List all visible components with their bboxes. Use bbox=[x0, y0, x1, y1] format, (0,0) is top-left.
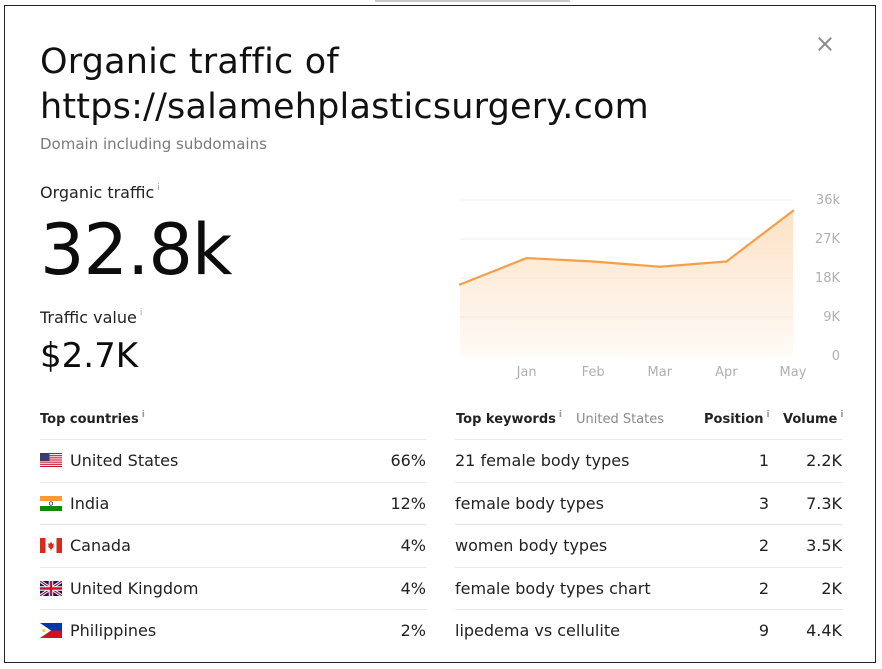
x-tick-label: May bbox=[780, 365, 807, 380]
top-keywords-label: Top keywords bbox=[456, 412, 556, 427]
keyword-text: female body types chart bbox=[455, 578, 651, 598]
organic-traffic-label: Organic traffic i bbox=[40, 183, 160, 202]
x-tick-label: Feb bbox=[582, 365, 605, 380]
top-bar-stub bbox=[375, 0, 570, 2]
us-flag-icon bbox=[40, 453, 62, 468]
ph-flag-icon bbox=[40, 623, 62, 638]
country-row[interactable]: United Kingdom 4% bbox=[40, 566, 426, 610]
y-tick-label: 0 bbox=[832, 349, 840, 364]
traffic-value-label-text: Traffic value bbox=[40, 308, 137, 327]
organic-traffic-label-text: Organic traffic bbox=[40, 183, 155, 202]
volume-column-label: Volume bbox=[783, 412, 838, 427]
page-subtitle: Domain including subdomains bbox=[40, 135, 267, 153]
volume-column-header[interactable]: Volume i bbox=[783, 410, 843, 430]
info-icon[interactable]: i bbox=[766, 410, 770, 420]
top-keywords-header: Top keywords i United States bbox=[456, 410, 664, 430]
traffic-point bbox=[592, 260, 595, 263]
info-icon[interactable]: i bbox=[157, 183, 160, 193]
keyword-volume: 2.2K bbox=[806, 451, 842, 470]
top-countries-header: Top countries i bbox=[40, 410, 145, 430]
title-line-1: Organic traffic of bbox=[40, 42, 339, 82]
gb-flag-icon bbox=[40, 580, 62, 596]
traffic-area-fill bbox=[460, 210, 793, 356]
country-name: Canada bbox=[70, 536, 131, 555]
organic-traffic-value: 32.8k bbox=[40, 209, 232, 291]
keyword-volume: 4.4K bbox=[806, 621, 842, 640]
traffic-value-label: Traffic value i bbox=[40, 308, 142, 327]
traffic-point bbox=[791, 209, 795, 213]
keyword-position: 1 bbox=[758, 451, 769, 470]
keyword-row[interactable]: female body types chart 2 2K bbox=[455, 566, 842, 610]
keyword-volume: 2K bbox=[821, 578, 842, 598]
keyword-volume: 3.5K bbox=[806, 536, 842, 555]
x-tick-label: Mar bbox=[648, 365, 673, 380]
keyword-row[interactable]: women body types 2 3.5K bbox=[455, 524, 842, 567]
y-tick-label: 9K bbox=[823, 310, 840, 325]
traffic-area-chart: 36k 27K 18K 9K 0 Jan Feb Mar Apr May bbox=[458, 193, 841, 380]
info-icon[interactable]: i bbox=[840, 410, 844, 420]
country-row[interactable]: Philippines 2% bbox=[40, 609, 426, 652]
keyword-position: 2 bbox=[758, 536, 769, 555]
traffic-value-value: $2.7K bbox=[40, 336, 138, 376]
title-line-2-domain: https://salamehplasticsurgery.com bbox=[40, 87, 649, 127]
keyword-position: 2 bbox=[758, 578, 769, 598]
country-share: 4% bbox=[400, 578, 426, 598]
country-row[interactable]: Canada 4% bbox=[40, 524, 426, 567]
y-tick-label: 36k bbox=[816, 193, 841, 208]
page-title: Organic traffic of https://salamehplasti… bbox=[40, 40, 649, 130]
country-share: 2% bbox=[400, 621, 426, 640]
close-icon[interactable] bbox=[814, 33, 836, 55]
keyword-position: 9 bbox=[758, 621, 769, 640]
traffic-point bbox=[725, 260, 728, 263]
country-row[interactable]: India 12% bbox=[40, 481, 426, 525]
country-name: United Kingdom bbox=[70, 578, 199, 598]
keyword-row[interactable]: lipedema vs cellulite 9 4.4K bbox=[455, 609, 842, 652]
country-name: United States bbox=[70, 451, 179, 470]
keywords-country-label: United States bbox=[575, 412, 665, 427]
x-tick-label: Jan bbox=[516, 365, 537, 380]
y-tick-label: 18K bbox=[815, 271, 841, 286]
country-row[interactable]: United States 66% bbox=[40, 439, 426, 482]
country-name: Philippines bbox=[70, 621, 157, 640]
traffic-series-line bbox=[459, 209, 794, 286]
keyword-position: 3 bbox=[758, 493, 769, 513]
country-share: 66% bbox=[390, 451, 426, 470]
keyword-text: 21 female body types bbox=[455, 451, 630, 470]
keyword-volume: 7.3K bbox=[806, 493, 842, 513]
keyword-row[interactable]: 21 female body types 1 2.2K bbox=[455, 439, 842, 482]
country-share: 12% bbox=[390, 493, 426, 513]
info-icon[interactable]: i bbox=[558, 410, 562, 420]
country-share: 4% bbox=[400, 536, 426, 555]
country-name: India bbox=[70, 493, 110, 513]
traffic-point bbox=[525, 256, 528, 260]
x-tick-label: Apr bbox=[715, 365, 738, 380]
traffic-point bbox=[658, 265, 661, 268]
info-icon[interactable]: i bbox=[139, 308, 143, 318]
keyword-text: lipedema vs cellulite bbox=[455, 621, 620, 640]
position-column-header[interactable]: Position i bbox=[704, 410, 770, 430]
position-column-label: Position bbox=[704, 412, 764, 427]
in-flag-icon bbox=[40, 495, 62, 511]
keyword-text: women body types bbox=[455, 536, 608, 555]
ca-flag-icon bbox=[40, 538, 62, 553]
traffic-point bbox=[458, 283, 462, 286]
keyword-text: female body types bbox=[455, 493, 604, 513]
top-countries-label: Top countries bbox=[40, 412, 139, 427]
info-icon[interactable]: i bbox=[141, 410, 145, 420]
keyword-row[interactable]: female body types 3 7.3K bbox=[455, 481, 842, 525]
y-tick-label: 27K bbox=[815, 232, 841, 247]
